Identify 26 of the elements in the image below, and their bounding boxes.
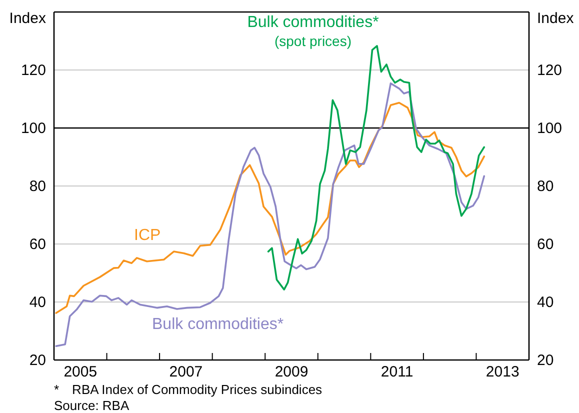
y2-tick-label: 60 bbox=[537, 236, 554, 253]
text: * RBA Index of Commodity Prices subindices bbox=[54, 382, 323, 397]
y2-tick-label: 120 bbox=[537, 62, 562, 79]
y-tick-label: 120 bbox=[20, 62, 46, 79]
x-tick-label: 2011 bbox=[380, 364, 414, 381]
y2-tick-label: 100 bbox=[537, 120, 562, 137]
y-tick-label: 100 bbox=[20, 120, 46, 137]
y2-tick-label: 20 bbox=[537, 352, 554, 369]
y2-axis-title: Index bbox=[537, 10, 574, 27]
x-tick-label: 2007 bbox=[169, 364, 203, 381]
series-label: Bulk commodities* (spot prices) bbox=[247, 14, 379, 49]
x-tick-label: 2009 bbox=[274, 364, 308, 381]
line-series bbox=[55, 102, 486, 314]
y-tick-label: 60 bbox=[29, 236, 46, 253]
y-tick-label: 80 bbox=[29, 178, 46, 195]
y2-tick-label: 40 bbox=[537, 294, 554, 311]
y-axis-title: Index bbox=[9, 10, 46, 27]
y-tick-label: 40 bbox=[29, 294, 46, 311]
line-series bbox=[55, 82, 486, 347]
series-label: Bulk commodities* bbox=[152, 316, 284, 333]
series-label: ICP bbox=[134, 227, 161, 244]
source-note: Source: RBA bbox=[54, 398, 130, 413]
x-tick-label: 2005 bbox=[64, 364, 98, 381]
y2-tick-label: 80 bbox=[537, 178, 554, 195]
x-tick-label: 2013 bbox=[486, 364, 520, 381]
y-tick-label: 20 bbox=[29, 352, 46, 369]
